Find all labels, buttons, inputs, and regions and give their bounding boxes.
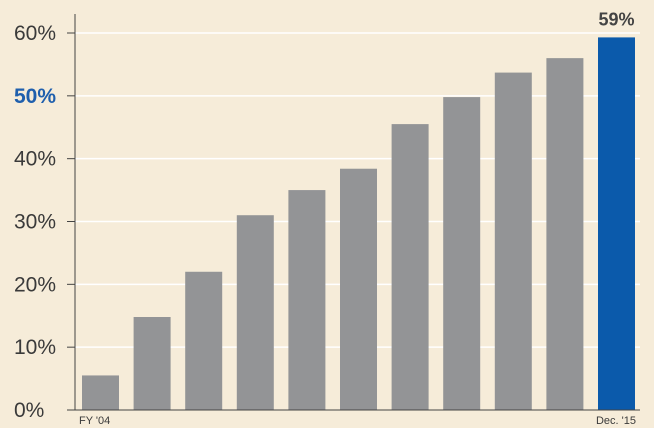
y-tick-label: 60% bbox=[14, 22, 56, 45]
y-tick-label: 50% bbox=[14, 85, 56, 108]
bar bbox=[133, 317, 171, 410]
bar bbox=[288, 190, 326, 410]
x-tick-label: Dec. '15 bbox=[596, 415, 636, 427]
axes bbox=[67, 14, 640, 411]
y-tick-label: 40% bbox=[14, 148, 56, 171]
bar bbox=[82, 375, 119, 410]
y-tick-label: 0% bbox=[14, 399, 44, 422]
bar bbox=[340, 168, 377, 410]
bar-value-label: 59% bbox=[598, 9, 634, 29]
labels: 0% 10% 20% 30% 40% 50% 60% FY '04 Dec. '15 59% bbox=[14, 9, 636, 427]
bar-highlight bbox=[598, 37, 635, 410]
y-tick-label: 20% bbox=[14, 273, 56, 296]
bars bbox=[82, 37, 635, 411]
bar bbox=[391, 124, 429, 410]
y-tick-label: 30% bbox=[14, 211, 56, 234]
y-tick-label: 10% bbox=[14, 336, 56, 359]
x-tick-label: FY '04 bbox=[79, 415, 110, 427]
bar bbox=[546, 58, 584, 411]
bar bbox=[185, 271, 223, 410]
bar bbox=[494, 72, 532, 411]
bar bbox=[443, 97, 481, 410]
bar bbox=[236, 215, 274, 410]
